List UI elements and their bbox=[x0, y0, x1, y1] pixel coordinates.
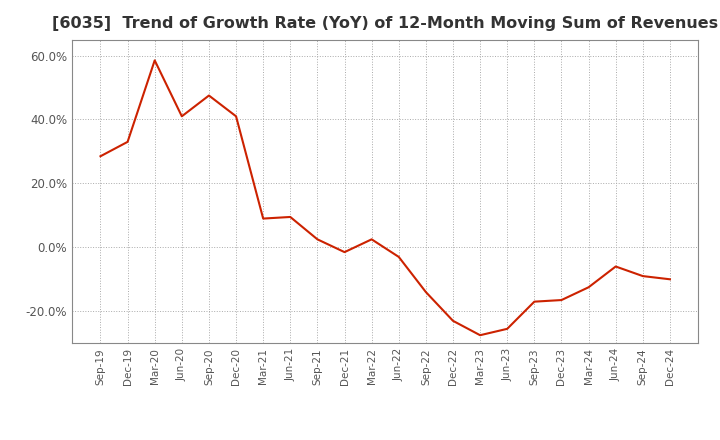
Title: [6035]  Trend of Growth Rate (YoY) of 12-Month Moving Sum of Revenues: [6035] Trend of Growth Rate (YoY) of 12-… bbox=[52, 16, 719, 32]
